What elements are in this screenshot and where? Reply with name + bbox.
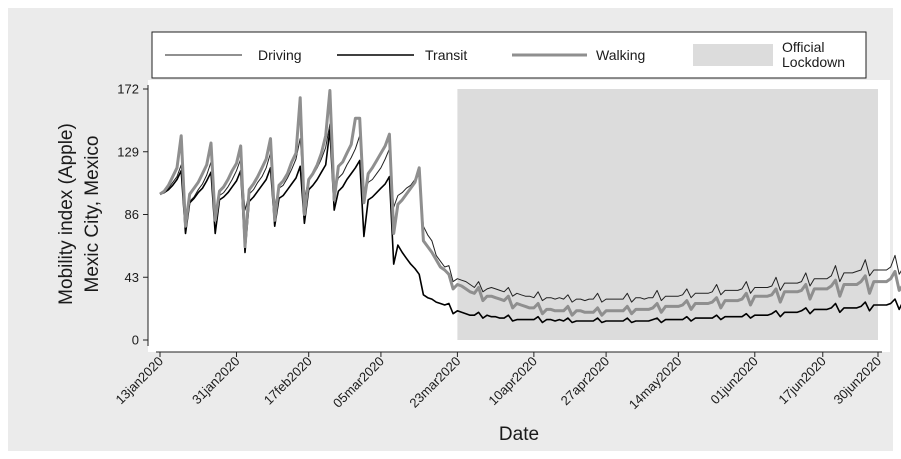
lockdown-region xyxy=(457,89,878,340)
y-tick-label: 172 xyxy=(117,82,139,97)
y-tick-label: 86 xyxy=(125,207,139,222)
series-layer xyxy=(159,89,901,324)
series-line-transit xyxy=(159,129,901,324)
y-tick-label: 129 xyxy=(117,144,139,159)
series-line-walking xyxy=(159,89,901,317)
legend-label-lockdown: Official Lockdown xyxy=(782,39,845,70)
legend-label-transit: Transit xyxy=(425,47,467,63)
x-axis-title: Date xyxy=(499,424,539,445)
legend: Driving Transit Walking Official Lockdown xyxy=(151,31,867,79)
y-axis-title-line2: Mexic City, Mexico xyxy=(82,136,103,293)
legend-label-driving: Driving xyxy=(258,47,302,63)
y-tick-label: 0 xyxy=(132,333,139,348)
legend-swatch-lockdown xyxy=(693,44,773,66)
y-axis-title-line1: Mobility index (Apple) xyxy=(56,123,77,305)
series-line-driving xyxy=(159,123,901,303)
lockdown-shade xyxy=(457,89,878,340)
legend-label-walking: Walking xyxy=(596,47,645,63)
y-tick-label: 43 xyxy=(125,270,139,285)
